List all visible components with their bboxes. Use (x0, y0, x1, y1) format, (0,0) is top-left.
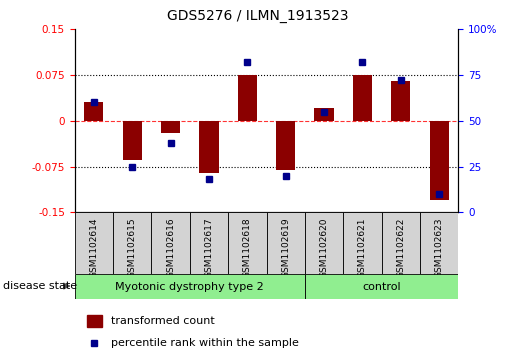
Text: GSM1102614: GSM1102614 (90, 217, 98, 278)
Text: GSM1102623: GSM1102623 (435, 217, 443, 278)
Bar (353, 75, 372, 121)
Text: disease state: disease state (3, 281, 77, 291)
Text: percentile rank within the sample: percentile rank within the sample (111, 338, 299, 348)
Bar (391, 81, 410, 121)
Bar (228, 212, 267, 274)
Text: GSM1102619: GSM1102619 (281, 217, 290, 278)
Text: GSM1102615: GSM1102615 (128, 217, 136, 278)
Bar (343, 212, 382, 274)
Bar (151, 212, 190, 274)
Bar (123, 121, 142, 160)
Bar (305, 274, 458, 299)
Text: GSM1102616: GSM1102616 (166, 217, 175, 278)
Text: GSM1102620: GSM1102620 (320, 217, 329, 278)
Text: GSM1102622: GSM1102622 (397, 217, 405, 278)
Bar (199, 121, 218, 173)
Text: GSM1102618: GSM1102618 (243, 217, 252, 278)
Text: control: control (363, 282, 401, 292)
Text: Myotonic dystrophy type 2: Myotonic dystrophy type 2 (115, 282, 264, 292)
Bar (420, 212, 458, 274)
Bar (84, 102, 104, 121)
Text: GSM1102621: GSM1102621 (358, 217, 367, 278)
Bar (75, 212, 113, 274)
Bar (276, 121, 295, 170)
Bar (305, 212, 343, 274)
Bar (75, 274, 305, 299)
Text: GDS5276 / ILMN_1913523: GDS5276 / ILMN_1913523 (167, 9, 348, 23)
Bar (430, 121, 449, 200)
Bar (161, 121, 180, 133)
Bar (190, 212, 228, 274)
Bar (113, 212, 151, 274)
Bar (87, 315, 102, 327)
Bar (382, 212, 420, 274)
Bar (267, 212, 305, 274)
Bar (238, 75, 257, 121)
Text: GSM1102617: GSM1102617 (204, 217, 213, 278)
Text: transformed count: transformed count (111, 316, 214, 326)
Bar (315, 109, 334, 121)
